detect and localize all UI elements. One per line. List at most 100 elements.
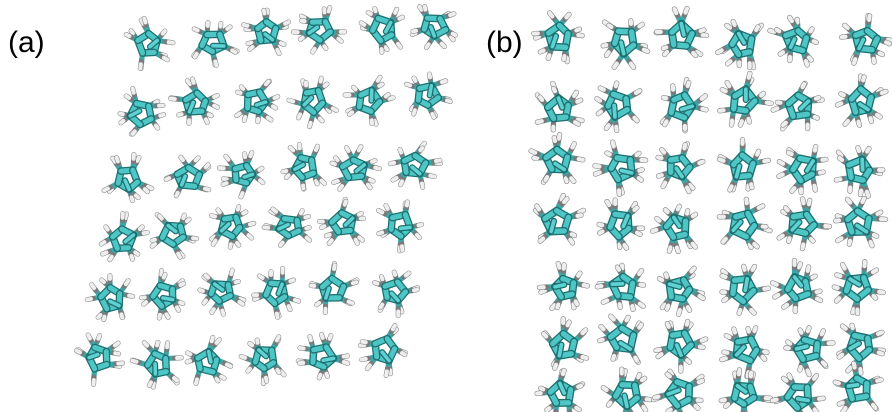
bond xyxy=(863,77,864,80)
bond xyxy=(300,38,302,40)
bond xyxy=(845,121,848,124)
bond xyxy=(674,9,676,13)
bond xyxy=(667,324,668,327)
bond xyxy=(361,23,364,25)
bond xyxy=(156,126,158,128)
bond xyxy=(839,355,842,357)
bond xyxy=(819,398,823,399)
bond xyxy=(557,305,558,308)
bond xyxy=(624,396,626,407)
bond xyxy=(603,388,606,390)
bond xyxy=(406,273,409,275)
bond xyxy=(606,125,608,128)
bond xyxy=(775,295,779,297)
bond xyxy=(244,117,245,120)
bond xyxy=(574,92,576,96)
bond xyxy=(559,135,560,139)
bond xyxy=(200,290,203,291)
bond xyxy=(87,299,91,300)
bond xyxy=(597,286,601,287)
bond xyxy=(221,377,224,379)
bond xyxy=(858,148,859,151)
bond xyxy=(687,321,688,324)
bond xyxy=(330,336,331,339)
bond xyxy=(125,214,126,218)
bond xyxy=(336,158,338,160)
bond xyxy=(609,25,612,27)
bond xyxy=(359,237,362,240)
bond xyxy=(669,247,670,251)
bond xyxy=(222,311,223,315)
bond xyxy=(718,50,722,52)
bond xyxy=(595,172,599,174)
bond xyxy=(178,254,180,257)
bond xyxy=(544,334,546,337)
bond xyxy=(362,359,366,360)
bond xyxy=(820,172,823,173)
bond xyxy=(723,239,726,242)
bond xyxy=(226,156,229,159)
bond xyxy=(126,281,128,284)
bond xyxy=(115,343,118,345)
bond xyxy=(290,280,293,281)
bond xyxy=(779,162,783,164)
bond xyxy=(685,9,687,13)
bond xyxy=(98,336,99,339)
bond xyxy=(838,238,842,240)
bond xyxy=(681,24,684,35)
bond xyxy=(642,378,645,380)
bond xyxy=(332,163,335,164)
bond xyxy=(254,298,257,299)
bond xyxy=(209,352,211,362)
bond xyxy=(241,87,243,89)
bond xyxy=(236,281,239,282)
bond xyxy=(163,298,173,300)
bond xyxy=(306,228,309,229)
bond xyxy=(799,264,801,268)
bond xyxy=(117,158,118,162)
bond xyxy=(98,315,100,317)
bond xyxy=(321,78,322,81)
bond xyxy=(690,185,693,188)
bond xyxy=(843,408,845,411)
bond xyxy=(386,95,388,97)
bond xyxy=(614,64,617,68)
bond xyxy=(227,365,231,367)
bond xyxy=(310,337,311,341)
bond xyxy=(319,375,320,378)
bond xyxy=(847,199,850,202)
bond xyxy=(702,109,706,110)
bond xyxy=(848,367,851,370)
bond xyxy=(238,92,241,93)
bond xyxy=(744,266,745,269)
bond xyxy=(422,184,423,188)
bond xyxy=(541,291,545,292)
bond xyxy=(843,265,845,269)
bond xyxy=(701,30,704,31)
bond xyxy=(572,144,574,148)
bond xyxy=(277,370,278,373)
bond xyxy=(152,244,155,246)
bond xyxy=(600,231,603,233)
bond xyxy=(153,384,154,388)
bond xyxy=(169,42,173,43)
bond xyxy=(205,189,209,190)
bond xyxy=(192,79,193,83)
bond xyxy=(759,206,763,208)
bond xyxy=(144,343,147,346)
bond xyxy=(381,277,382,280)
bond xyxy=(218,210,220,212)
bond xyxy=(286,175,288,177)
bond xyxy=(576,29,579,30)
bond xyxy=(579,210,583,212)
bond xyxy=(250,47,253,49)
bond xyxy=(264,10,265,13)
bond xyxy=(663,47,666,48)
bond xyxy=(657,219,660,221)
bond xyxy=(209,115,211,116)
bond xyxy=(871,118,872,121)
bond xyxy=(823,362,825,364)
bond xyxy=(414,290,417,291)
bond xyxy=(356,240,358,243)
bond xyxy=(599,224,602,225)
